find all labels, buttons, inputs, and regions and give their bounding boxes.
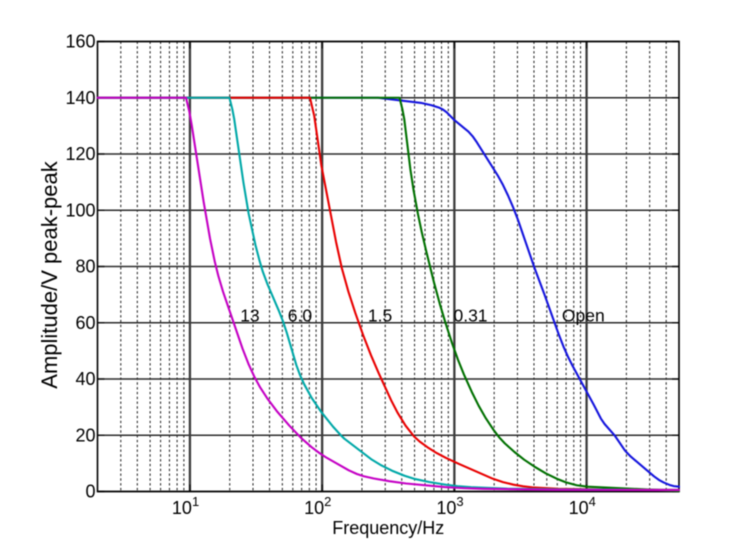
curve-label-13: 13 (240, 306, 259, 326)
y-tick-label: 60 (75, 313, 95, 333)
y-tick-label: 20 (75, 425, 95, 445)
x-tick-label: 103 (436, 494, 463, 518)
series-line-Open (96, 96, 681, 488)
x-axis-label: Frequency/Hz (332, 518, 444, 538)
plot-frame (96, 40, 680, 493)
y-tick-label: 120 (65, 144, 95, 164)
series-line-6.0 (96, 96, 681, 491)
x-tick-label: 101 (172, 494, 199, 518)
y-tick-label: 40 (75, 369, 95, 389)
curve-label-Open: Open (562, 306, 605, 326)
x-tick-label: 104 (569, 494, 596, 518)
curve-label-1.5: 1.5 (368, 306, 392, 326)
x-tick-label: 102 (304, 494, 331, 518)
curve-label-6.0: 6.0 (288, 306, 313, 326)
y-tick-label: 160 (65, 32, 95, 52)
y-axis-label: Amplitude/V peak-peak (37, 160, 62, 388)
series-line-13 (96, 96, 681, 492)
series-line-0.31 (96, 96, 681, 492)
y-tick-label: 100 (65, 200, 95, 220)
y-tick-label: 140 (65, 88, 95, 108)
series-line-1.5 (96, 96, 681, 491)
y-tick-label: 0 (85, 482, 95, 502)
curve-label-0.31: 0.31 (453, 306, 487, 326)
y-tick-label: 80 (75, 257, 95, 277)
